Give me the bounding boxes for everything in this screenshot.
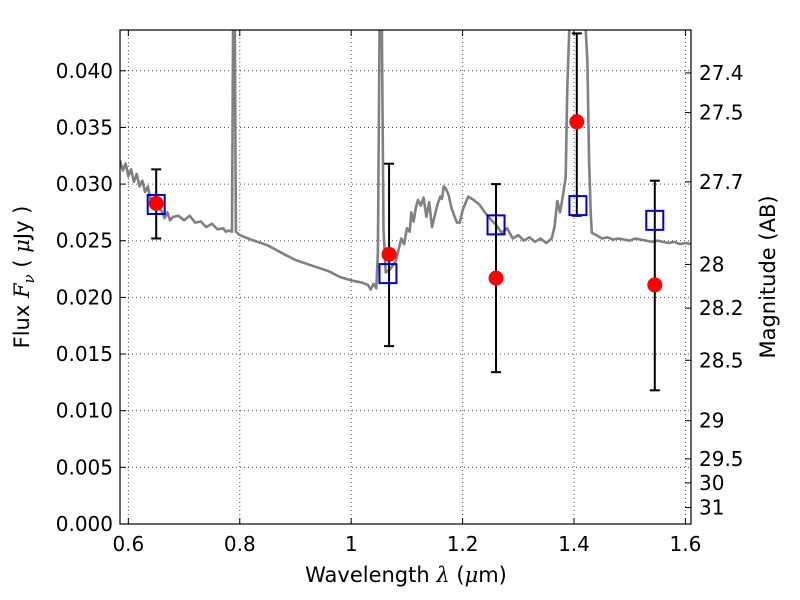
x-tick-label: 0.8 xyxy=(224,532,256,556)
y2-tick-label: 28 xyxy=(699,252,724,276)
model-flux-square xyxy=(146,193,166,215)
y-tick-label: 0.005 xyxy=(56,455,113,479)
y-tick-label: 0.000 xyxy=(56,512,113,536)
y-tick-label: 0.040 xyxy=(56,59,113,83)
x-tick-label: 1.2 xyxy=(447,532,479,556)
x-tick-label: 1 xyxy=(345,532,358,556)
observed-flux-point xyxy=(488,270,504,286)
y2-tick-label: 29.5 xyxy=(699,447,744,471)
y-tick-label: 0.020 xyxy=(56,285,113,309)
y-tick-label: 0.010 xyxy=(56,399,113,423)
y2-axis-label: Magnitude (AB) xyxy=(756,195,780,358)
grid-lines xyxy=(120,30,691,525)
model-flux-square xyxy=(568,195,588,217)
y-axis-label: Flux Fν ( μJy ) xyxy=(10,206,38,349)
y-tick-label: 0.030 xyxy=(56,172,113,196)
y2-tick-label: 27.7 xyxy=(699,170,744,194)
y-tick-label: 0.015 xyxy=(56,342,113,366)
y2-tick-label: 28.2 xyxy=(699,296,744,320)
x-tick-label: 1.4 xyxy=(558,532,590,556)
observed-flux-point xyxy=(569,114,585,130)
y2-tick-label: 31 xyxy=(699,496,724,520)
y-tick-label: 0.035 xyxy=(56,115,113,139)
x-tick-label: 1.6 xyxy=(670,532,702,556)
y2-tick-label: 27.4 xyxy=(699,61,744,85)
model-flux-square xyxy=(378,263,398,285)
axis-ticks: 0.6 0.8 1 1.2 1.4 1.6 0.000 0.005 0.010 0.015 0.02… xyxy=(56,30,744,556)
y2-tick-label: 28.5 xyxy=(699,348,744,372)
model-flux-square xyxy=(645,209,665,231)
y-tick-label: 0.025 xyxy=(56,229,113,253)
y2-tick-label: 27.5 xyxy=(699,101,744,125)
x-tick-label: 0.6 xyxy=(112,532,144,556)
model-flux-square xyxy=(486,214,506,236)
x-axis-label: Wavelength λ (μm) xyxy=(305,563,507,587)
data-layer xyxy=(120,30,691,392)
observed-flux-point xyxy=(148,195,164,211)
observed-flux-point xyxy=(381,246,397,262)
observed-flux-point xyxy=(647,277,663,293)
model-spectrum-line xyxy=(120,30,691,291)
y2-tick-label: 30 xyxy=(699,471,724,495)
plot-frame xyxy=(119,29,692,525)
y2-tick-label: 29 xyxy=(699,409,724,433)
